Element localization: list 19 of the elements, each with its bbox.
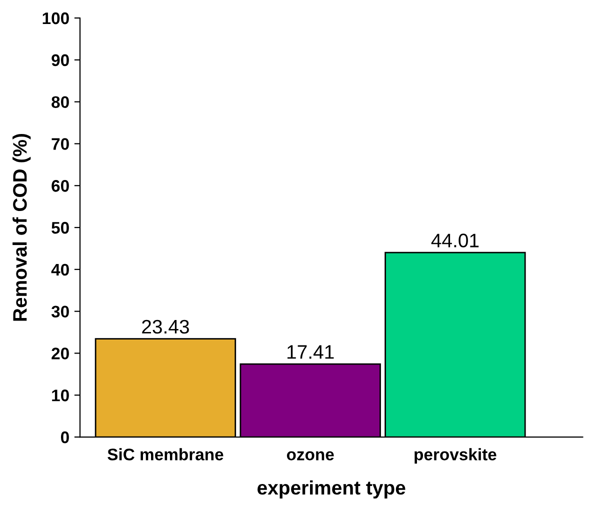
y-tick-label: 20 <box>52 348 69 360</box>
y-tick-label: 70 <box>52 138 69 150</box>
y-tick-label: 0 <box>60 431 69 444</box>
y-tick-label: 100 <box>42 12 69 24</box>
y-tick-label: 80 <box>52 96 69 108</box>
x-tick-label: perovskite <box>414 448 496 464</box>
x-tick-label: SiC membrane <box>108 448 224 460</box>
y-tick-label: 60 <box>52 180 69 192</box>
data-label: 44.01 <box>431 234 479 248</box>
y-axis-title: Removal of COD (%) <box>12 134 31 321</box>
y-tick-label: 90 <box>52 54 69 66</box>
y-tick-label: 50 <box>52 222 69 234</box>
y-tick-label: 10 <box>52 390 69 402</box>
x-tick-label: ozone <box>286 451 334 460</box>
y-tick-label: 40 <box>51 264 69 276</box>
y-tick-label: 30 <box>51 306 69 318</box>
x-axis-title: experiment type <box>258 480 406 498</box>
data-label: 23.43 <box>142 320 189 334</box>
data-label: 17.41 <box>287 345 334 359</box>
